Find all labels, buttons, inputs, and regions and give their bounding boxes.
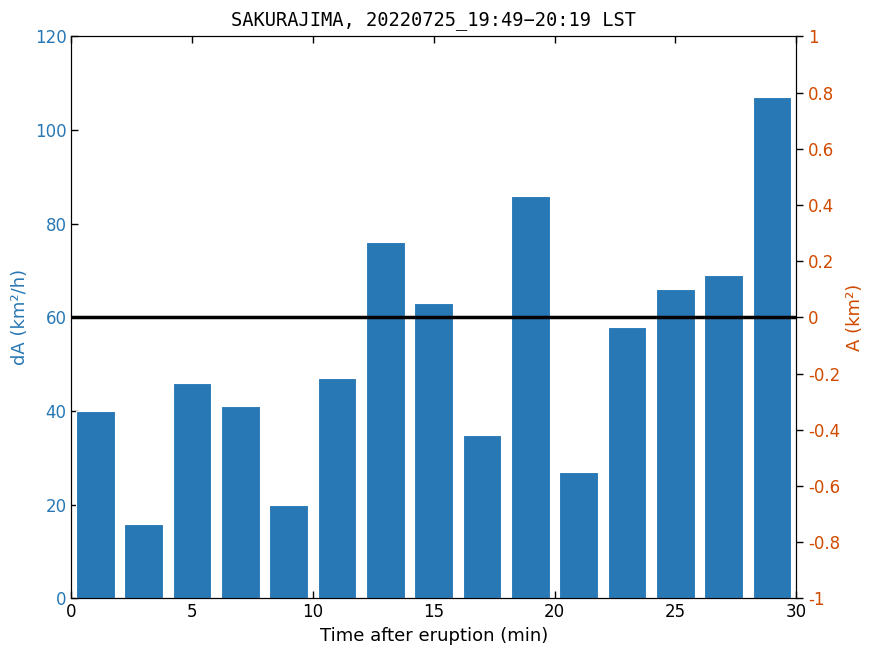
Bar [752,97,792,598]
X-axis label: Time after eruption (min): Time after eruption (min) [319,627,548,645]
Bar [415,303,453,598]
Bar [463,434,501,598]
Bar [608,327,647,598]
Bar [366,243,405,598]
Bar [221,406,260,598]
Bar [656,289,695,598]
Bar [172,383,212,598]
Bar [318,379,356,598]
Bar [511,195,550,598]
Y-axis label: A (km²): A (km²) [846,284,864,351]
Y-axis label: dA (km²/h): dA (km²/h) [11,270,29,365]
Title: SAKURAJIMA, 20220725_19:49−20:19 LST: SAKURAJIMA, 20220725_19:49−20:19 LST [231,11,636,30]
Bar [559,472,598,598]
Bar [704,276,743,598]
Bar [270,504,308,598]
Bar [124,523,163,598]
Bar [76,411,115,598]
